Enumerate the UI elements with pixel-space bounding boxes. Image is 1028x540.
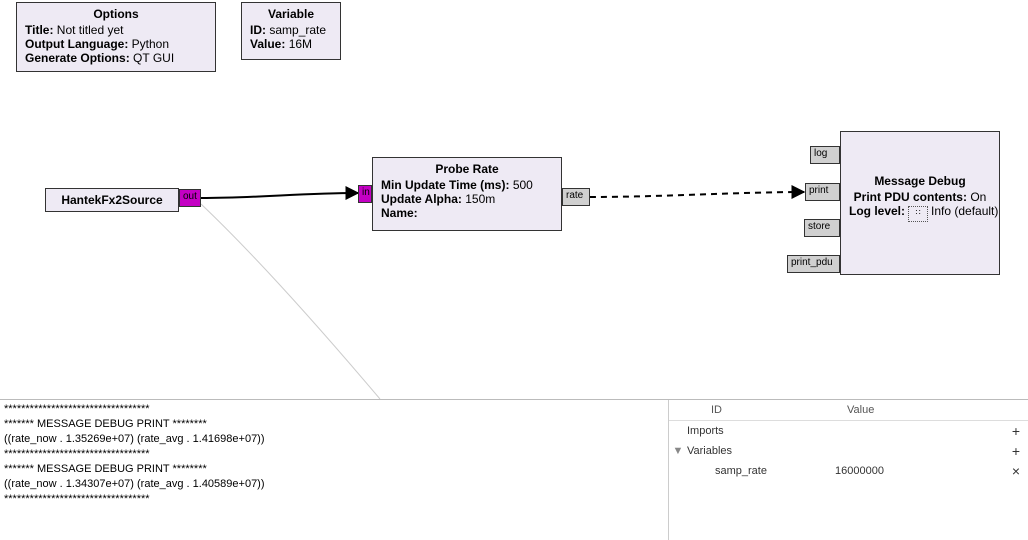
vars-row-samp_rate[interactable]: samp_rate16000000× xyxy=(669,461,1028,481)
variables-header: ID Value xyxy=(669,400,1028,421)
port-log[interactable]: log xyxy=(810,146,840,164)
block-row: Value: 16M xyxy=(250,37,332,51)
block-probe-rate[interactable]: Probe Rate Min Update Time (ms): 500 Upd… xyxy=(372,157,562,231)
block-title: HantekFx2Source xyxy=(61,193,162,207)
block-row: ID: samp_rate xyxy=(250,23,332,37)
console-panel[interactable]: ********************************** *****… xyxy=(0,400,669,540)
port-in[interactable]: in xyxy=(358,185,372,203)
port-print[interactable]: print xyxy=(805,183,840,201)
block-title: Probe Rate xyxy=(381,162,553,176)
block-row: Min Update Time (ms): 500 xyxy=(381,178,553,192)
block-message-debug[interactable]: Message Debug Print PDU contents: On Log… xyxy=(840,131,1000,275)
port-print_pdu[interactable]: print_pdu xyxy=(787,255,840,273)
block-row: Print PDU contents: On xyxy=(849,190,991,204)
port-out[interactable]: out xyxy=(179,189,201,207)
variables-panel[interactable]: ID Value Imports+▼Variables+samp_rate160… xyxy=(669,400,1028,540)
block-row: Generate Options: QT GUI xyxy=(25,51,207,65)
block-row: Update Alpha: 150m xyxy=(381,192,553,206)
port-store[interactable]: store xyxy=(804,219,840,237)
block-title: Variable xyxy=(250,7,332,21)
block-row: Name: xyxy=(381,206,553,220)
block-row: Title: Not titled yet xyxy=(25,23,207,37)
grid-icon: ∷ xyxy=(908,206,928,222)
flowgraph-canvas[interactable]: Options Title: Not titled yet Output Lan… xyxy=(0,0,1028,399)
vars-group-variables[interactable]: ▼Variables+ xyxy=(669,441,1028,461)
block-options[interactable]: Options Title: Not titled yet Output Lan… xyxy=(16,2,216,72)
block-row: Log level:∷Info (default) xyxy=(849,204,991,219)
block-row: Output Language: Python xyxy=(25,37,207,51)
vars-group-imports[interactable]: Imports+ xyxy=(669,421,1028,441)
block-title: Message Debug xyxy=(849,174,991,188)
block-title: Options xyxy=(25,7,207,21)
block-variable[interactable]: Variable ID: samp_rate Value: 16M xyxy=(241,2,341,60)
block-hantek-source[interactable]: HantekFx2Source xyxy=(45,188,179,212)
port-rate[interactable]: rate xyxy=(562,188,590,206)
